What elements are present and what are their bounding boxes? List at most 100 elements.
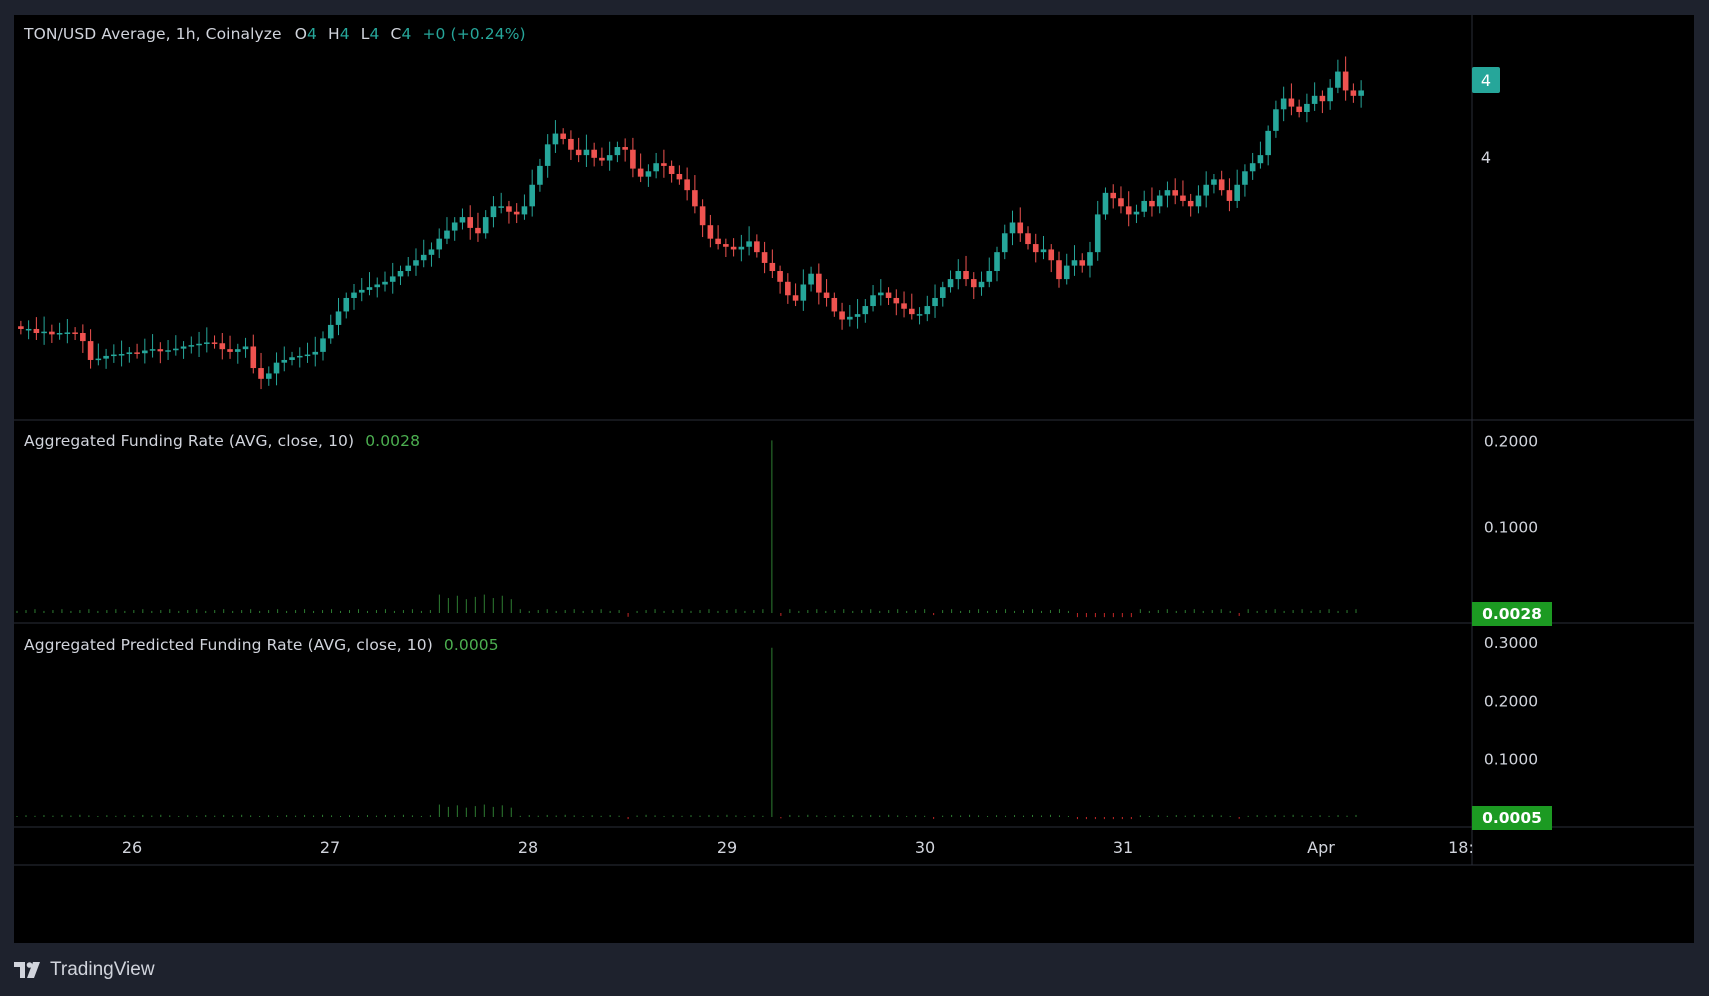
candle bbox=[738, 246, 745, 250]
funding-title: Aggregated Funding Rate (AVG, close, 10) bbox=[24, 432, 355, 450]
candle bbox=[994, 252, 1000, 272]
funding-current-label: 0.0028 bbox=[1482, 605, 1542, 623]
candle bbox=[575, 149, 582, 156]
candle bbox=[614, 147, 621, 156]
candle bbox=[281, 359, 288, 363]
candle bbox=[854, 314, 861, 317]
candle bbox=[792, 295, 799, 301]
time-axis[interactable]: 26 27 28 29 30 31 Apr 18: bbox=[122, 838, 1474, 857]
candle bbox=[1358, 90, 1364, 96]
candle bbox=[568, 138, 574, 150]
time-axis-tick: 29 bbox=[717, 838, 737, 857]
candle bbox=[715, 238, 721, 245]
candle bbox=[1265, 130, 1271, 156]
candle bbox=[707, 225, 714, 239]
candle bbox=[583, 149, 590, 156]
candle bbox=[1226, 190, 1233, 201]
candle bbox=[397, 271, 404, 277]
candle bbox=[870, 295, 876, 307]
candle bbox=[358, 289, 365, 293]
candle bbox=[591, 149, 597, 158]
pane-borders bbox=[14, 15, 1694, 866]
candle bbox=[227, 349, 233, 352]
candle bbox=[1311, 95, 1318, 104]
chart-canvas[interactable]: 4 4 0.2000 0.1000 0.0028 0.3000 0.2000 0.1000 0.… bbox=[14, 15, 1694, 943]
funding-axis-tick: 0.2000 bbox=[1484, 432, 1538, 450]
funding-value: 0.0028 bbox=[365, 432, 421, 450]
candle bbox=[490, 206, 497, 218]
predicted-funding-rate-histogram bbox=[16, 647, 1357, 820]
candle bbox=[1172, 190, 1178, 196]
candle bbox=[916, 314, 923, 316]
candle bbox=[978, 281, 985, 288]
candle bbox=[1280, 98, 1287, 110]
candle bbox=[963, 271, 969, 280]
candle bbox=[180, 346, 187, 349]
candle bbox=[785, 281, 791, 296]
candle bbox=[823, 292, 830, 298]
funding-legend[interactable]: Aggregated Funding Rate (AVG, close, 10)… bbox=[24, 432, 420, 450]
candle bbox=[374, 284, 381, 288]
candle bbox=[173, 348, 179, 351]
candle bbox=[18, 326, 24, 329]
candle bbox=[1195, 195, 1202, 207]
candle bbox=[428, 249, 435, 255]
candle bbox=[955, 271, 962, 280]
current-price-label: 4 bbox=[1481, 71, 1491, 90]
funding-axis-tick: 0.3000 bbox=[1484, 634, 1538, 652]
high-value: 4 bbox=[339, 25, 350, 43]
candle bbox=[134, 352, 140, 354]
candle bbox=[80, 333, 86, 342]
chart-frame[interactable]: 4 4 0.2000 0.1000 0.0028 0.3000 0.2000 0.1000 0.… bbox=[14, 15, 1694, 943]
candle bbox=[893, 297, 900, 304]
time-axis-tick: 28 bbox=[518, 838, 538, 857]
candle bbox=[343, 297, 350, 312]
funding-current-label-bg bbox=[1472, 602, 1552, 626]
candle bbox=[64, 332, 71, 334]
candle bbox=[312, 351, 319, 355]
candle bbox=[676, 173, 683, 180]
candle bbox=[878, 292, 884, 296]
candle bbox=[1063, 265, 1070, 280]
candle bbox=[1025, 233, 1031, 245]
main-legend[interactable]: TON/USD Average, 1h, Coinalyze O4 H4 L4 … bbox=[24, 25, 526, 43]
candle bbox=[746, 241, 752, 247]
tradingview-logo-icon bbox=[14, 962, 40, 978]
candle bbox=[1342, 71, 1349, 91]
price-axis[interactable]: 4 4 0.2000 0.1000 0.0028 0.3000 0.2000 0.1000 0.… bbox=[1472, 67, 1552, 830]
open-label: O bbox=[294, 25, 308, 43]
candle bbox=[157, 349, 164, 352]
candle bbox=[25, 328, 32, 331]
candle bbox=[816, 273, 822, 293]
candle bbox=[1102, 192, 1109, 215]
predicted-funding-legend[interactable]: Aggregated Predicted Funding Rate (AVG, … bbox=[24, 636, 499, 654]
candle bbox=[1118, 198, 1124, 207]
candle bbox=[668, 165, 675, 174]
tradingview-brand[interactable]: TradingView bbox=[14, 958, 155, 982]
current-price-label-bg bbox=[1472, 67, 1500, 93]
candle bbox=[1234, 184, 1240, 201]
candle bbox=[1040, 249, 1047, 253]
candle bbox=[1156, 195, 1163, 207]
candle bbox=[1071, 260, 1078, 266]
candle bbox=[289, 357, 295, 360]
candle bbox=[467, 217, 474, 228]
time-axis-tick: Apr bbox=[1307, 838, 1335, 857]
change-value: +0 (+0.24%) bbox=[422, 25, 526, 43]
candle bbox=[606, 155, 613, 161]
candle bbox=[932, 297, 938, 307]
candle bbox=[1350, 90, 1357, 96]
candle bbox=[459, 217, 466, 223]
candle bbox=[924, 306, 931, 315]
candle bbox=[537, 165, 543, 185]
candle bbox=[1218, 179, 1225, 191]
funding-current-label-bg bbox=[1472, 806, 1552, 830]
candle bbox=[111, 354, 117, 357]
candle bbox=[1110, 192, 1117, 199]
candle bbox=[165, 350, 171, 352]
candle bbox=[1133, 211, 1140, 215]
candle bbox=[645, 171, 652, 177]
candle bbox=[839, 311, 845, 320]
candle bbox=[1319, 95, 1326, 102]
candle bbox=[1032, 244, 1039, 253]
